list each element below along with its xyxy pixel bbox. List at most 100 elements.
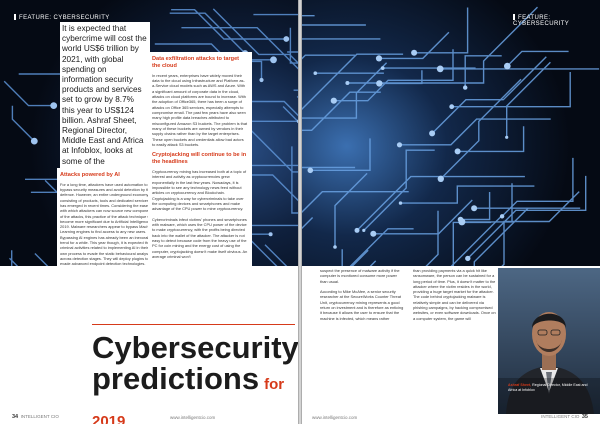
circuit-pad — [354, 227, 360, 233]
title-line-2-wrap: predictions for 2019 — [92, 363, 298, 424]
circuit-pad — [296, 119, 298, 124]
circuit-trace — [400, 185, 535, 204]
right-page: FEATURE: CYBERSECURITY suspect the prese… — [302, 0, 600, 424]
title-line-2: predictions — [92, 361, 260, 396]
title-year: for 2019 — [92, 376, 285, 424]
circuit-pad — [375, 55, 383, 62]
page-number-right: 35 — [581, 414, 588, 420]
right-column-2: than providing payments via a quick hit … — [413, 268, 498, 326]
title-line-1: Cybersecurity — [92, 330, 298, 365]
circuit-trace — [414, 7, 469, 54]
circuit-pad — [380, 66, 385, 70]
circuit-trace — [253, 13, 298, 16]
circuit-pad — [499, 214, 505, 219]
circuit-trace — [457, 126, 525, 153]
footer-url-right[interactable]: www.intelligentcio.com — [312, 415, 358, 420]
circuit-trace — [334, 172, 368, 247]
section-header-right-label: FEATURE: CYBERSECURITY — [513, 15, 570, 27]
circuit-trace — [264, 244, 288, 266]
circuit-trace — [302, 15, 315, 17]
circuit-board-image-right — [302, 0, 600, 266]
circuit-pad — [465, 255, 471, 262]
circuit-pad — [30, 137, 38, 145]
circuit-pad — [333, 245, 337, 249]
circuit-trace — [460, 192, 491, 221]
circuit-trace — [473, 207, 529, 266]
portrait-photo — [498, 268, 600, 414]
right-column-1: suspect the presence of malware activity… — [320, 268, 405, 326]
circuit-trace — [291, 146, 298, 214]
circuit-pad — [449, 104, 455, 110]
circuit-pad — [505, 135, 509, 139]
section-header-right: FEATURE: CYBERSECURITY — [513, 14, 600, 27]
circuit-pad — [457, 216, 464, 223]
circuit-trace — [302, 62, 388, 119]
circuit-trace — [302, 191, 409, 213]
circuit-pad — [313, 71, 318, 75]
circuit-trace — [3, 80, 54, 107]
footer-url-left[interactable]: www.intelligentcio.com — [170, 415, 216, 420]
ai-column: Attacks powered by AI For a long time, a… — [57, 168, 160, 266]
circuit-pad — [454, 148, 461, 155]
circuit-trace — [349, 228, 414, 266]
circuit-trace — [11, 105, 35, 142]
crypto-body-1: Cryptocurrency mining has increased both… — [152, 169, 247, 212]
circuit-trace — [363, 149, 435, 231]
circuit-pad — [270, 56, 277, 64]
crypto-heading: Cryptojacking will continue to be in the… — [152, 152, 247, 166]
magazine-name-right: INTELLIGENT CIO — [541, 414, 580, 419]
circuit-trace — [451, 72, 571, 108]
circuit-trace — [379, 31, 450, 60]
caption-name: Ashraf Sheet, — [508, 383, 532, 387]
section-header: FEATURE: CYBERSECURITY — [14, 14, 110, 21]
circuit-trace — [302, 91, 381, 131]
circuit-trace — [302, 217, 314, 230]
circuit-pad — [283, 36, 290, 42]
caption-role: Regional Director, Middle East and Afric… — [508, 383, 588, 392]
circuit-trace — [171, 9, 287, 40]
cloud-crypto-column: Data exfiltration attacks to target the … — [148, 52, 252, 284]
circuit-pad — [259, 77, 264, 83]
crypto-body-2: Cybercriminals infect victims' phones an… — [152, 216, 248, 260]
footer-left: 34 INTELLIGENT CIO — [12, 414, 59, 420]
circuit-pad — [50, 102, 58, 109]
circuit-trace — [467, 175, 587, 259]
footer-right: INTELLIGENT CIO 35 — [541, 414, 588, 420]
data-body: In recent years, enterprises have widely… — [152, 72, 248, 148]
ai-body: For a long time, attackers have used aut… — [60, 181, 154, 267]
circuit-trace — [452, 221, 492, 266]
circuit-trace — [250, 164, 298, 167]
circuit-pad — [471, 205, 478, 212]
title-rule — [92, 324, 295, 325]
ai-heading: Attacks powered by AI — [60, 172, 120, 178]
circuit-trace — [506, 50, 569, 67]
left-page: FEATURE: CYBERSECURITY It is expected th… — [0, 0, 298, 424]
circuit-pad — [437, 175, 444, 182]
circuit-pad — [463, 85, 468, 90]
circuit-pad — [376, 80, 383, 87]
circuit-pad — [504, 62, 511, 70]
circuit-pad — [370, 230, 377, 237]
circuit-trace — [212, 8, 298, 64]
magazine-name-left: INTELLIGENT CIO — [20, 414, 59, 419]
circuit-trace — [302, 53, 404, 111]
circuit-trace — [450, 215, 502, 266]
circuit-trace — [356, 175, 525, 231]
circuit-pad — [436, 65, 444, 73]
circuit-trace — [501, 157, 574, 217]
circuit-trace — [333, 49, 454, 102]
right-body-1: suspect the presence of malware activity… — [320, 268, 404, 321]
circuit-trace — [399, 118, 551, 146]
data-heading: Data exfiltration attacks to target the … — [152, 56, 240, 69]
circuit-trace — [289, 27, 298, 64]
circuit-trace — [310, 138, 371, 171]
circuit-pad — [411, 49, 418, 56]
circuit-pad — [345, 81, 350, 85]
circuit-pad — [429, 130, 436, 137]
circuit-pad — [396, 142, 403, 148]
page-number-left: 34 — [12, 414, 19, 420]
circuit-pad — [362, 228, 366, 232]
circuit-trace — [302, 54, 355, 60]
circuit-trace — [425, 210, 439, 266]
circuit-trace — [169, 12, 246, 54]
